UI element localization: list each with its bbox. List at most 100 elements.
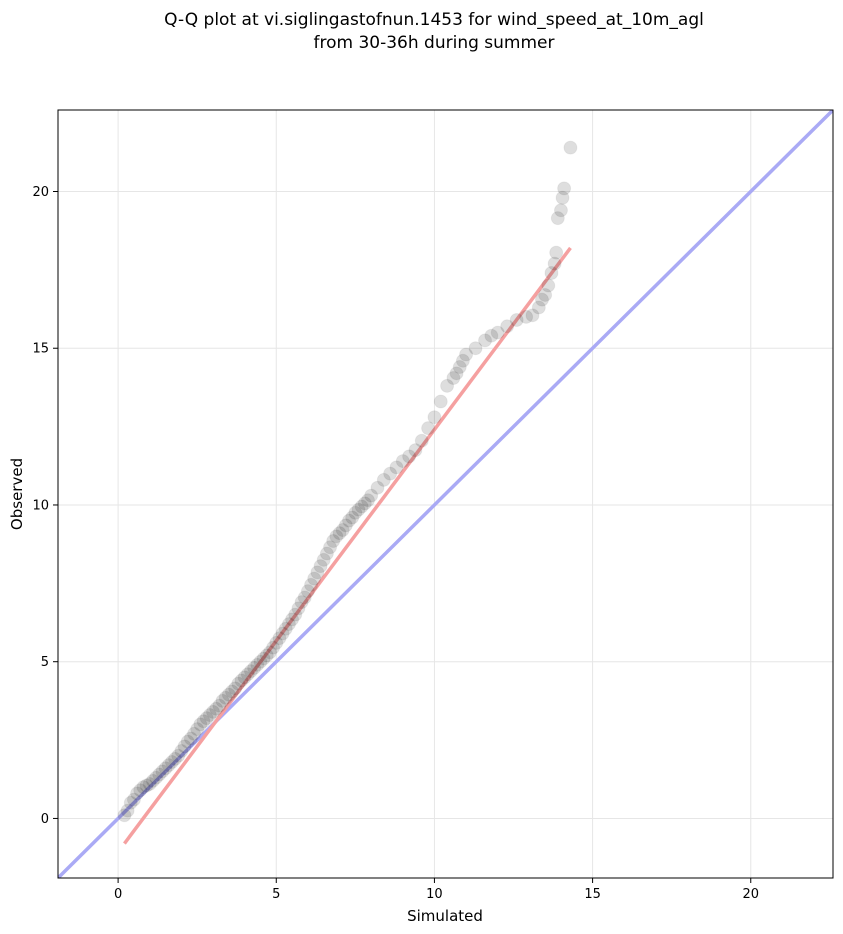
data-point-80: [376, 472, 391, 487]
data-point-70: [338, 518, 353, 533]
x-tick-label-2: 10: [426, 887, 443, 902]
data-point-100: [500, 319, 515, 334]
data-point-3: [126, 792, 141, 807]
data-point-50: [275, 626, 290, 641]
data-point-36: [231, 676, 246, 691]
data-point-51: [278, 621, 293, 636]
data-point-59: [304, 577, 319, 592]
data-point-45: [259, 648, 274, 663]
data-point-39: [240, 667, 255, 682]
ticks-layer: 0 5 10 15 20 0 5 10 15 20: [32, 185, 759, 902]
y-tick-label-4: 20: [32, 185, 49, 200]
data-point-23: [190, 722, 205, 737]
data-point-32: [218, 690, 233, 705]
data-point-37: [234, 673, 249, 688]
data-point-78: [364, 488, 379, 503]
data-point-109: [547, 256, 562, 271]
data-point-88: [427, 410, 442, 425]
data-point-14: [161, 758, 176, 773]
data-point-6: [136, 780, 151, 795]
data-point-7: [139, 778, 154, 793]
x-tick-label-3: 15: [584, 887, 601, 902]
data-point-61: [310, 565, 325, 580]
data-point-111: [550, 211, 565, 226]
data-point-108: [544, 266, 559, 281]
fit-line: [123, 246, 572, 845]
y-tick-label-3: 15: [32, 342, 49, 357]
data-point-93: [452, 360, 467, 375]
data-point-92: [449, 366, 464, 381]
data-point-62: [313, 559, 328, 574]
data-point-90: [440, 378, 455, 393]
data-point-87: [421, 421, 436, 436]
data-point-104: [531, 300, 546, 315]
points-layer: [117, 140, 578, 823]
data-point-0: [117, 808, 132, 823]
data-point-89: [433, 394, 448, 409]
y-tick-label-1: 5: [41, 655, 49, 670]
lines-layer: [58, 110, 833, 878]
data-point-102: [519, 309, 534, 324]
data-point-58: [300, 584, 315, 599]
y-tick-label-0: 0: [41, 812, 49, 827]
data-point-19: [177, 739, 192, 754]
y-tick-label-2: 10: [32, 498, 49, 513]
data-point-71: [342, 513, 357, 528]
data-point-13: [158, 761, 173, 776]
data-point-8: [142, 776, 157, 791]
data-point-85: [408, 443, 423, 458]
data-point-16: [168, 751, 183, 766]
data-point-53: [285, 612, 300, 627]
chart-title-line-1: Q-Q plot at vi.siglingastofnun.1453 for …: [164, 10, 704, 30]
data-point-46: [262, 645, 277, 660]
data-point-75: [354, 499, 369, 514]
data-point-26: [199, 711, 214, 726]
data-point-1: [120, 803, 135, 818]
data-point-72: [345, 510, 360, 525]
data-point-98: [484, 328, 499, 343]
data-point-115: [563, 140, 578, 155]
data-point-55: [291, 601, 306, 616]
data-point-21: [183, 731, 198, 746]
data-point-29: [209, 701, 224, 716]
data-point-47: [266, 640, 281, 655]
data-point-81: [383, 466, 398, 481]
data-point-84: [402, 449, 417, 464]
data-point-28: [206, 704, 220, 719]
data-point-4: [130, 786, 145, 801]
data-point-68: [332, 526, 347, 541]
data-point-11: [152, 767, 167, 782]
data-point-101: [509, 313, 524, 328]
data-point-25: [196, 714, 211, 729]
data-point-65: [323, 540, 338, 555]
data-point-24: [193, 717, 208, 732]
data-point-31: [215, 693, 230, 708]
data-point-96: [468, 341, 483, 356]
data-point-91: [446, 371, 461, 386]
data-point-64: [319, 546, 334, 561]
data-point-110: [549, 245, 564, 260]
data-point-30: [212, 698, 227, 713]
data-point-42: [250, 657, 265, 672]
x-tick-label-1: 5: [272, 887, 280, 902]
data-point-41: [247, 660, 262, 675]
data-point-97: [478, 333, 493, 348]
data-point-35: [228, 681, 243, 696]
x-tick-label-4: 20: [742, 887, 759, 902]
data-point-113: [555, 190, 570, 205]
data-point-44: [256, 651, 271, 666]
data-point-15: [164, 755, 179, 770]
data-point-86: [414, 433, 429, 448]
data-point-5: [133, 783, 148, 798]
data-point-66: [326, 534, 341, 549]
data-point-54: [288, 607, 303, 622]
data-point-79: [370, 480, 385, 495]
data-point-10: [149, 770, 164, 785]
data-point-52: [281, 617, 296, 632]
data-point-43: [253, 654, 268, 669]
data-point-12: [155, 764, 170, 779]
data-point-83: [395, 454, 410, 469]
data-point-99: [490, 325, 505, 340]
y-axis-label: Observed: [8, 458, 26, 530]
